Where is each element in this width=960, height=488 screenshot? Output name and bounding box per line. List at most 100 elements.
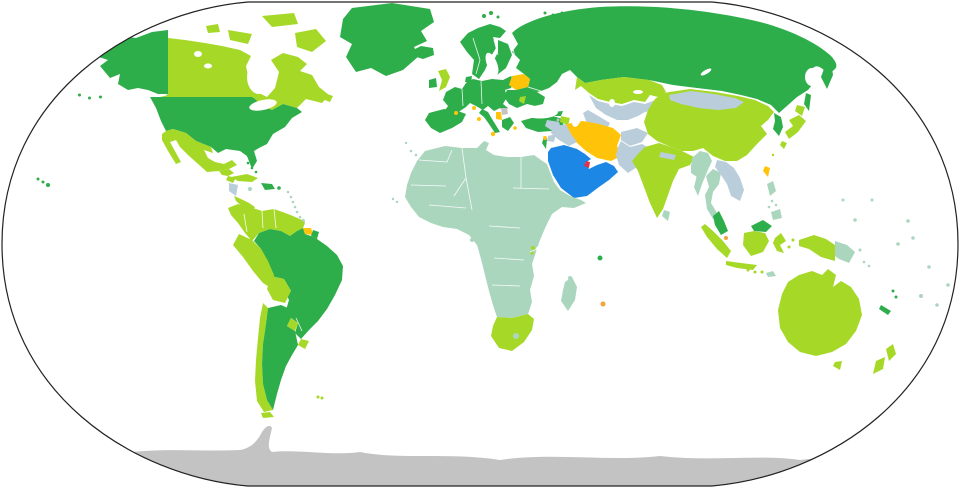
balearic-islands (454, 111, 458, 115)
region-okinawa (771, 153, 775, 157)
region-malaysia (713, 211, 728, 235)
region-russia (512, 6, 837, 114)
region-iceland (413, 46, 434, 59)
region-japan (780, 105, 806, 149)
region-iraq (551, 124, 577, 146)
region-pacific-islands (841, 198, 950, 307)
region-mongolia (669, 91, 744, 110)
region-belarus (509, 74, 530, 90)
region-french-guiana (311, 230, 319, 239)
region-nepal (659, 152, 676, 160)
region-brazil (254, 228, 343, 339)
lakes (194, 51, 819, 252)
region-india (632, 143, 694, 218)
region-east-malaysia (751, 220, 772, 232)
region-israel (542, 137, 547, 149)
region-new-zealand (873, 344, 896, 374)
region-solomon-islands (858, 248, 871, 268)
region-madagascar (561, 277, 577, 311)
region-ecuador-peru (233, 234, 274, 288)
region-usa (150, 97, 302, 169)
black-sea (522, 105, 558, 119)
great-bear-lake (194, 51, 202, 57)
caspian-sea (570, 95, 584, 127)
region-sri-lanka (662, 210, 670, 221)
region-new-caledonia (879, 305, 891, 315)
region-philippines-islands (767, 199, 778, 209)
region-jamaica (248, 187, 252, 191)
region-scandinavia (460, 24, 506, 79)
region-italy (479, 109, 500, 133)
region-korea (773, 113, 783, 136)
region-cuba (231, 174, 258, 182)
region-tasmania (833, 361, 842, 370)
region-uruguay (298, 339, 309, 349)
region-canada (160, 38, 329, 110)
region-qatar (584, 161, 590, 168)
region-central-asia (583, 95, 663, 131)
region-western-europe (443, 76, 514, 118)
region-suriname (303, 228, 313, 235)
region-nicaragua (229, 183, 238, 196)
region-afghanistan (621, 128, 648, 146)
lake-balkhash (633, 90, 643, 94)
hudson-bay (247, 60, 271, 94)
baltic-sea (485, 52, 499, 76)
region-papua-new-guinea (835, 241, 855, 263)
region-canadian-arctic-islands (206, 13, 333, 102)
region-greece (502, 117, 514, 131)
region-iran (566, 121, 621, 161)
region-bahamas (246, 161, 258, 174)
sea-of-okhotsk (805, 68, 819, 86)
region-pakistan (616, 141, 651, 173)
region-azerbaijan (560, 116, 570, 125)
region-jordan (547, 134, 556, 142)
region-vanuatu (891, 289, 898, 299)
region-fiji (919, 294, 923, 298)
sicily (490, 131, 496, 137)
region-indochina (715, 160, 744, 201)
region-novaya-zemlya (556, 25, 575, 40)
region-spain (425, 109, 466, 133)
sardinia (477, 117, 481, 121)
region-mexico (162, 129, 237, 172)
region-philippines (767, 181, 782, 220)
region-armenia (556, 118, 560, 122)
region-lesotho (513, 333, 519, 339)
crete (513, 126, 517, 130)
region-south-africa (491, 314, 534, 351)
corsica (472, 106, 476, 110)
region-mediterranean-islands (454, 106, 547, 140)
country-borders (243, 37, 550, 332)
region-cape-verde (391, 197, 399, 204)
region-falklands (316, 395, 324, 400)
region-kazakhstan (575, 77, 666, 104)
region-taiwan (763, 166, 770, 177)
region-argentina (262, 305, 298, 410)
region-syria (545, 120, 561, 130)
great-slave-lake (204, 63, 212, 69)
region-arctic-islands-eurasia (482, 11, 564, 19)
region-seychelles (597, 255, 603, 261)
region-lesser-sunda (746, 238, 795, 274)
region-canary-islands (404, 141, 418, 157)
region-china (644, 89, 774, 161)
region-sao-tome (470, 238, 474, 242)
region-arabian-peninsula (548, 145, 618, 198)
region-mauritius (600, 301, 606, 307)
region-singapore (724, 236, 728, 240)
region-hawaii (36, 177, 50, 187)
region-bolivia (267, 276, 291, 303)
region-rwanda-burundi (530, 246, 535, 255)
region-albania-montenegro (496, 112, 502, 120)
region-central-america (219, 169, 255, 211)
aral-sea (609, 99, 615, 107)
region-hispaniola (261, 183, 275, 190)
region-lesser-antilles (286, 190, 302, 219)
lake-baikal (700, 68, 712, 76)
region-antarctica (118, 425, 858, 486)
region-tierra-del-fuego (261, 412, 274, 418)
region-uk (438, 69, 450, 91)
